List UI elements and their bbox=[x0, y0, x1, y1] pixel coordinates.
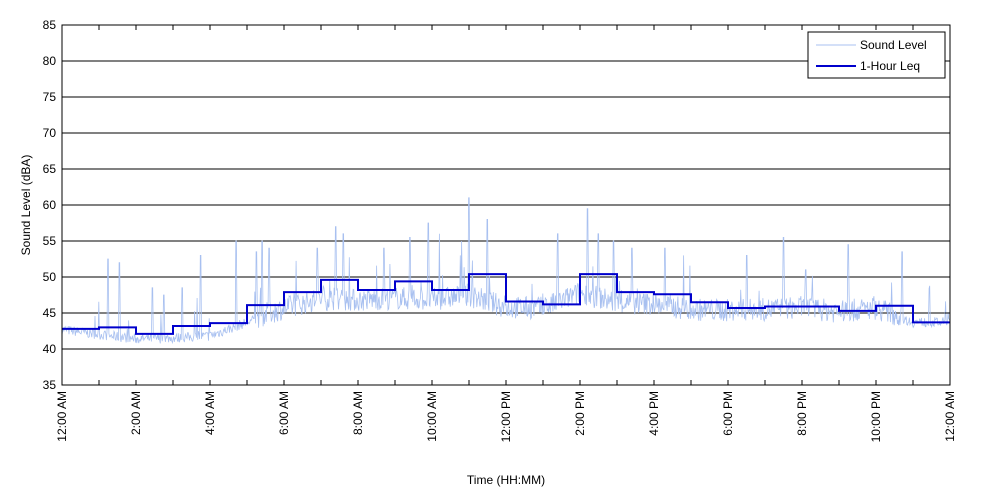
x-axis-label: Time (HH:MM) bbox=[467, 473, 545, 487]
y-tick-label: 75 bbox=[43, 90, 57, 104]
y-tick-label: 80 bbox=[43, 54, 57, 68]
y-axis-label: Sound Level (dBA) bbox=[19, 155, 33, 256]
x-tick-label: 10:00 AM bbox=[425, 391, 439, 442]
x-tick-label: 2:00 PM bbox=[573, 391, 587, 436]
x-tick-label: 8:00 PM bbox=[795, 391, 809, 436]
y-tick-label: 40 bbox=[43, 342, 57, 356]
x-axis-ticks: 12:00 AM 2:00 AM 4:00 AM 6:00 AM 8:00 AM 10:0… bbox=[55, 25, 957, 442]
y-tick-label: 60 bbox=[43, 198, 57, 212]
x-tick-label: 12:00 PM bbox=[499, 391, 513, 442]
legend-box bbox=[807, 31, 946, 79]
x-tick-label: 6:00 PM bbox=[721, 391, 735, 436]
x-tick-label: 4:00 PM bbox=[647, 391, 661, 436]
x-tick-label: 10:00 PM bbox=[869, 391, 883, 442]
y-tick-label: 45 bbox=[43, 306, 57, 320]
y-tick-label: 50 bbox=[43, 270, 57, 284]
x-tick-label: 12:00 AM bbox=[943, 391, 957, 442]
x-tick-label: 8:00 AM bbox=[351, 391, 365, 435]
y-tick-label: 85 bbox=[43, 18, 57, 32]
y-tick-label: 70 bbox=[43, 126, 57, 140]
x-tick-label: 12:00 AM bbox=[55, 391, 69, 442]
y-tick-label: 65 bbox=[43, 162, 57, 176]
legend-label-sound-level: Sound Level bbox=[860, 38, 927, 52]
x-tick-label: 2:00 AM bbox=[129, 391, 143, 435]
y-tick-label: 35 bbox=[43, 378, 57, 392]
leq-series bbox=[62, 273, 950, 335]
x-tick-label: 4:00 AM bbox=[203, 391, 217, 435]
y-tick-label: 55 bbox=[43, 234, 57, 248]
legend: Sound Level 1-Hour Leq bbox=[807, 31, 946, 79]
leq-step-line bbox=[62, 273, 950, 335]
legend-label-leq: 1-Hour Leq bbox=[860, 59, 920, 73]
x-tick-label: 6:00 AM bbox=[277, 391, 291, 435]
y-axis-ticks: 35 40 45 50 55 60 65 70 75 80 85 bbox=[43, 18, 950, 392]
